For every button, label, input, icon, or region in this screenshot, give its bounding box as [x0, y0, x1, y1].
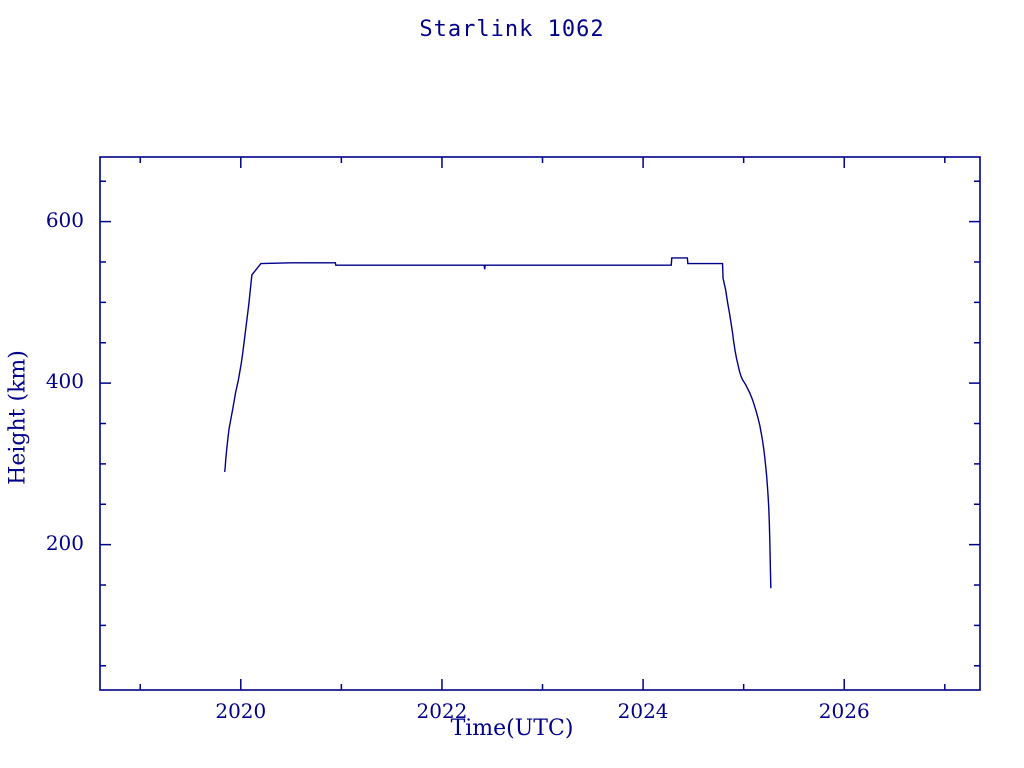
y-axis-title: Height (km) — [5, 350, 31, 485]
y-axis-tick-label: 200 — [45, 530, 84, 555]
x-axis-tick-label: 2026 — [818, 699, 870, 723]
axis-ticks — [100, 157, 980, 690]
y-axis-tick-label: 600 — [45, 207, 84, 232]
x-axis-tick-label: 2022 — [416, 699, 468, 723]
x-axis-title: Time(UTC) — [450, 716, 574, 741]
series-line-starlink-1062 — [224, 257, 772, 589]
y-axis-tick-label: 400 — [45, 369, 84, 394]
x-axis-tick-label: 2024 — [617, 699, 669, 723]
data-series-group — [224, 257, 772, 589]
x-axis-tick-label: 2020 — [215, 699, 267, 723]
plot-border — [99, 156, 981, 691]
plot-frame — [99, 156, 981, 691]
page-title: Starlink 1062 — [419, 17, 605, 42]
